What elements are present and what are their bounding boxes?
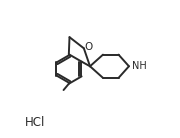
Text: O: O — [84, 42, 92, 52]
Text: HCl: HCl — [25, 116, 46, 129]
Text: NH: NH — [132, 61, 147, 71]
